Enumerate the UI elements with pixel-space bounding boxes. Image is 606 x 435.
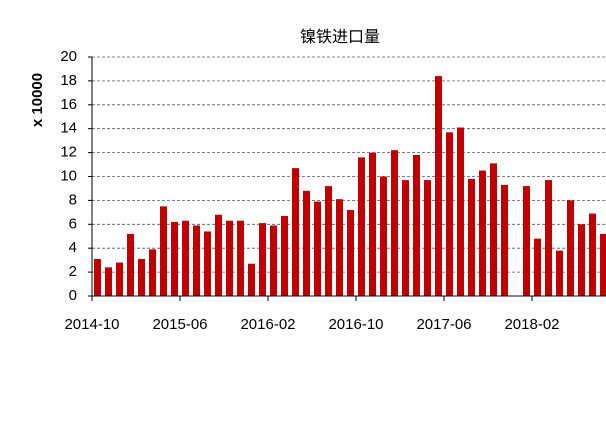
y-tick-label: 12: [60, 144, 77, 161]
bar: [237, 220, 244, 296]
bar: [193, 225, 200, 296]
bar: [116, 262, 123, 296]
bar: [435, 76, 442, 297]
bar: [424, 180, 431, 296]
bar: [226, 220, 233, 296]
bar: [160, 206, 167, 296]
x-tick-label: 2017-06: [416, 316, 471, 333]
bar: [347, 209, 354, 296]
bar: [358, 157, 365, 296]
bar: [545, 180, 552, 296]
y-tick-label: 20: [60, 48, 77, 65]
bar: [369, 152, 376, 296]
bar: [523, 186, 530, 296]
bar: [336, 199, 343, 296]
bar: [490, 163, 497, 296]
y-tick-label: 8: [69, 191, 77, 208]
bar: [413, 154, 420, 296]
x-tick-label: 2018-02: [504, 316, 559, 333]
y-tick-label: 18: [60, 72, 77, 89]
bar: [446, 132, 453, 296]
bar: [303, 190, 310, 296]
y-axis-label: x 10000: [29, 73, 46, 127]
bar: [215, 214, 222, 296]
bar: [468, 178, 475, 296]
bar: [380, 176, 387, 296]
x-tick-label: 2016-10: [328, 316, 383, 333]
bar: [248, 263, 255, 296]
bar: [281, 215, 288, 296]
bar: [270, 225, 277, 296]
bar: [457, 127, 464, 296]
bar: [171, 221, 178, 296]
y-tick-label: 6: [69, 215, 77, 232]
bar: [578, 224, 585, 296]
x-tick-label: 2016-02: [240, 316, 295, 333]
bar: [94, 258, 101, 296]
bar: [182, 220, 189, 296]
bar: [501, 184, 508, 296]
x-tick-label: 2015-06: [152, 316, 207, 333]
bar: [479, 170, 486, 296]
y-tick-label: 0: [69, 287, 77, 304]
x-tick-label: 2014-10: [64, 316, 119, 333]
bar: [589, 213, 596, 296]
bar: [314, 201, 321, 296]
bar: [600, 233, 606, 296]
bar: [292, 168, 299, 296]
y-tick-label: 16: [60, 96, 77, 113]
y-tick-label: 14: [60, 120, 77, 137]
bar: [325, 186, 332, 296]
y-tick-label: 10: [60, 167, 77, 184]
bar: [556, 250, 563, 296]
chart-title: 镍铁进口量: [300, 28, 380, 46]
bar: [127, 233, 134, 296]
bar: [138, 258, 145, 296]
bar: [204, 231, 211, 296]
y-tick-label: 4: [69, 239, 77, 256]
bar: [402, 180, 409, 296]
y-tick-label: 2: [69, 263, 77, 280]
bar: [259, 223, 266, 296]
bar: [149, 249, 156, 296]
bar: [567, 200, 574, 296]
bar: [391, 150, 398, 296]
bar: [534, 238, 541, 296]
bar: [105, 267, 112, 296]
